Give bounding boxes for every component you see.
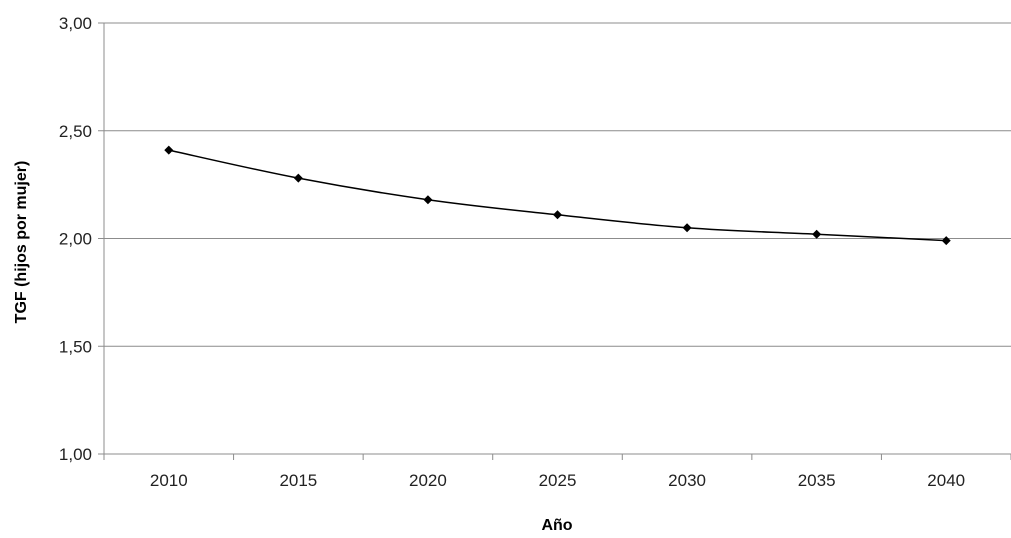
x-axis-title: Año xyxy=(541,517,572,534)
x-tick-label: 2040 xyxy=(927,471,965,490)
data-point-marker xyxy=(682,223,692,233)
y-tick-label: 1,00 xyxy=(59,445,92,464)
y-tick-label: 2,50 xyxy=(59,122,92,141)
y-axis-title: TGF (hijos por mujer) xyxy=(13,161,30,324)
x-tick-label: 2025 xyxy=(539,471,577,490)
x-tick-label: 2030 xyxy=(668,471,706,490)
data-point-marker xyxy=(941,236,951,246)
data-point-marker xyxy=(423,195,433,205)
x-tick-labels: 2010 2015 2020 2025 2030 2035 2040 xyxy=(150,471,965,490)
x-tick-label: 2010 xyxy=(150,471,188,490)
data-point-marker xyxy=(164,145,174,155)
x-tick-label: 2015 xyxy=(279,471,317,490)
data-point-marker xyxy=(812,229,822,239)
series-group xyxy=(164,145,951,246)
y-tick-labels: 1,00 1,50 2,00 2,50 3,00 xyxy=(59,14,92,464)
axes xyxy=(98,22,1011,460)
y-tick-label: 3,00 xyxy=(59,14,92,33)
x-tick-label: 2035 xyxy=(798,471,836,490)
data-point-marker xyxy=(293,173,303,183)
series-line xyxy=(168,149,947,242)
y-tick-label: 1,50 xyxy=(59,337,92,356)
x-tick-label: 2020 xyxy=(409,471,447,490)
data-point-marker xyxy=(553,210,562,220)
y-tick-label: 2,00 xyxy=(59,230,92,249)
gridlines xyxy=(104,22,1011,347)
